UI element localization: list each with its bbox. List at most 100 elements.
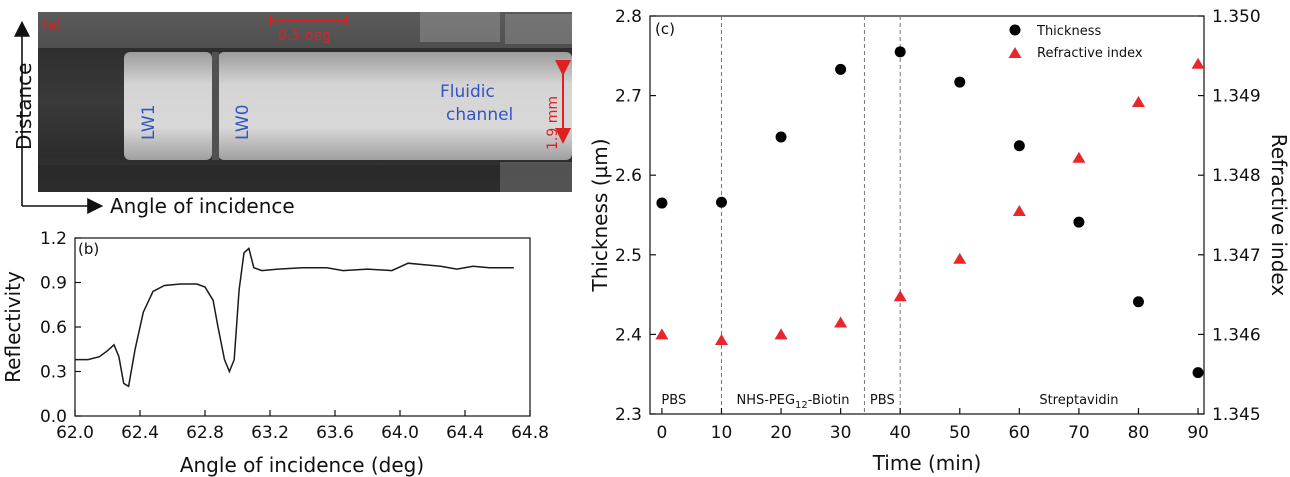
refractive-index-point bbox=[714, 333, 728, 345]
image-top-block bbox=[420, 12, 500, 42]
height-label: 1.9 mm bbox=[545, 96, 561, 150]
thickness-point bbox=[1192, 367, 1204, 379]
panel-b-chart: (b) 62.0 62.4 62.8 63.2 63.6 64.0 64.4 64.8 0.0… bbox=[1, 229, 549, 477]
thickness-point bbox=[1073, 216, 1085, 228]
refractive-index-series bbox=[655, 57, 1205, 345]
legend-marker-thickness bbox=[1009, 24, 1021, 36]
panel-a-label: (a) bbox=[42, 17, 62, 33]
stripe-gap bbox=[212, 52, 219, 160]
panel-c-label: (c) bbox=[655, 20, 675, 38]
y-tick-label: 2.7 bbox=[615, 87, 642, 107]
x-tick-label: 30 bbox=[830, 423, 852, 443]
refractive-index-point bbox=[1131, 95, 1145, 107]
thickness-point bbox=[835, 63, 847, 75]
lw0-label: LW0 bbox=[233, 104, 253, 140]
panel-c-x-label: Time (min) bbox=[872, 451, 982, 475]
panel-a-axes: Distance Angle of incidence bbox=[12, 20, 295, 218]
thickness-point bbox=[894, 46, 906, 58]
thickness-series bbox=[656, 46, 1204, 379]
y2-tick-label: 1.345 bbox=[1212, 405, 1261, 425]
panel-c-chart: (c) PBS NHS-PEG12-Biotin PBS Streptavidin 0… bbox=[588, 7, 1290, 475]
legend: Thickness Refractive index bbox=[1008, 24, 1143, 61]
refractive-index-point bbox=[834, 316, 848, 328]
panel-c-y-ticks: 2.3 2.4 2.5 2.6 2.7 2.8 bbox=[615, 7, 656, 425]
x-tick-label: 64.8 bbox=[511, 423, 549, 443]
thickness-point bbox=[1132, 296, 1144, 308]
lw1-stripe bbox=[124, 52, 212, 160]
y2-tick-label: 1.348 bbox=[1212, 166, 1261, 186]
panel-a-image: (a) 0.5 deg 1.9 mm LW1 LW0 Fluidic chann… bbox=[38, 12, 572, 192]
lw0-channel-stripe bbox=[218, 52, 572, 160]
refractive-index-point bbox=[953, 252, 967, 264]
y-tick-label: 0.3 bbox=[40, 363, 67, 383]
y-tick-label: 0.9 bbox=[40, 274, 67, 294]
distance-axis-label: Distance bbox=[12, 63, 36, 150]
x-tick-label: 70 bbox=[1068, 423, 1090, 443]
y-tick-label: 2.5 bbox=[615, 246, 642, 266]
panel-b-x-ticks: 62.0 62.4 62.8 63.2 63.6 64.0 64.4 64.8 bbox=[56, 410, 549, 443]
image-bottom-band bbox=[38, 165, 572, 192]
x-tick-label: 50 bbox=[949, 423, 971, 443]
y-tick-label: 2.4 bbox=[615, 325, 642, 345]
panel-b-frame bbox=[74, 237, 531, 417]
y-tick-label: 0.0 bbox=[40, 407, 67, 427]
panel-c-frame bbox=[649, 15, 1205, 415]
thickness-point bbox=[775, 131, 787, 143]
thickness-point bbox=[1013, 140, 1025, 152]
x-tick-label: 64.0 bbox=[381, 423, 419, 443]
y-tick-label: 1.2 bbox=[40, 229, 67, 249]
panel-b-y-ticks: 0.0 0.3 0.6 0.9 1.2 bbox=[40, 229, 81, 427]
y2-tick-label: 1.350 bbox=[1212, 7, 1261, 27]
x-tick-label: 63.6 bbox=[316, 423, 354, 443]
legend-label-thickness: Thickness bbox=[1036, 24, 1101, 39]
phase-label: PBS bbox=[661, 393, 686, 408]
x-tick-label: 62.0 bbox=[56, 423, 94, 443]
x-tick-label: 62.4 bbox=[121, 423, 159, 443]
scale-bar-label: 0.5 deg bbox=[278, 28, 331, 44]
fluidic-label-line2: channel bbox=[446, 105, 513, 125]
legend-marker-refractive-index bbox=[1008, 47, 1022, 58]
y-tick-label: 2.3 bbox=[615, 405, 642, 425]
y-tick-label: 0.6 bbox=[40, 318, 67, 338]
x-tick-label: 80 bbox=[1128, 423, 1150, 443]
lw1-label: LW1 bbox=[139, 104, 159, 140]
x-tick-label: 40 bbox=[889, 423, 911, 443]
panel-c-y2-ticks: 1.345 1.346 1.347 1.348 1.349 1.350 bbox=[1198, 7, 1261, 425]
refractive-index-point bbox=[1072, 151, 1086, 163]
panel-b-x-label: Angle of incidence (deg) bbox=[180, 453, 424, 477]
phase-labels: PBS NHS-PEG12-Biotin PBS Streptavidin bbox=[661, 393, 1118, 411]
phase-label: Streptavidin bbox=[1039, 393, 1118, 408]
reflectivity-curve bbox=[75, 247, 514, 388]
panel-b-y-label: Reflectivity bbox=[1, 271, 25, 383]
x-tick-label: 0 bbox=[656, 423, 667, 443]
panel-c-x-ticks: 0 10 20 30 40 50 60 70 80 90 bbox=[656, 408, 1209, 443]
y2-tick-label: 1.349 bbox=[1212, 87, 1261, 107]
refractive-index-point bbox=[1191, 57, 1205, 69]
image-top-block-2 bbox=[505, 14, 572, 44]
phase-dividers bbox=[720, 16, 901, 414]
image-bottom-block bbox=[500, 162, 572, 192]
legend-label-refractive-index: Refractive index bbox=[1037, 46, 1143, 61]
x-tick-label: 62.8 bbox=[186, 423, 224, 443]
refractive-index-point bbox=[774, 328, 788, 340]
x-tick-label: 90 bbox=[1187, 423, 1209, 443]
refractive-index-point bbox=[655, 328, 669, 340]
y-tick-label: 2.8 bbox=[615, 7, 642, 27]
x-tick-label: 10 bbox=[711, 423, 733, 443]
phase-label: NHS-PEG12-Biotin bbox=[736, 393, 849, 411]
panel-b-label: (b) bbox=[78, 240, 99, 258]
thickness-point bbox=[715, 196, 727, 208]
y-tick-label: 2.6 bbox=[615, 166, 642, 186]
phase-label: PBS bbox=[870, 393, 895, 408]
fluidic-label-line1: Fluidic bbox=[440, 82, 495, 102]
x-tick-label: 64.4 bbox=[446, 423, 484, 443]
thickness-point bbox=[954, 76, 966, 88]
y2-tick-label: 1.346 bbox=[1212, 325, 1261, 345]
thickness-point bbox=[656, 197, 668, 209]
y2-tick-label: 1.347 bbox=[1212, 246, 1261, 266]
refractive-index-point bbox=[1012, 205, 1026, 217]
refractive-index-point bbox=[893, 290, 907, 302]
panel-c-y-label: Thickness (µm) bbox=[588, 138, 612, 292]
angle-axis-label: Angle of incidence bbox=[110, 194, 295, 218]
